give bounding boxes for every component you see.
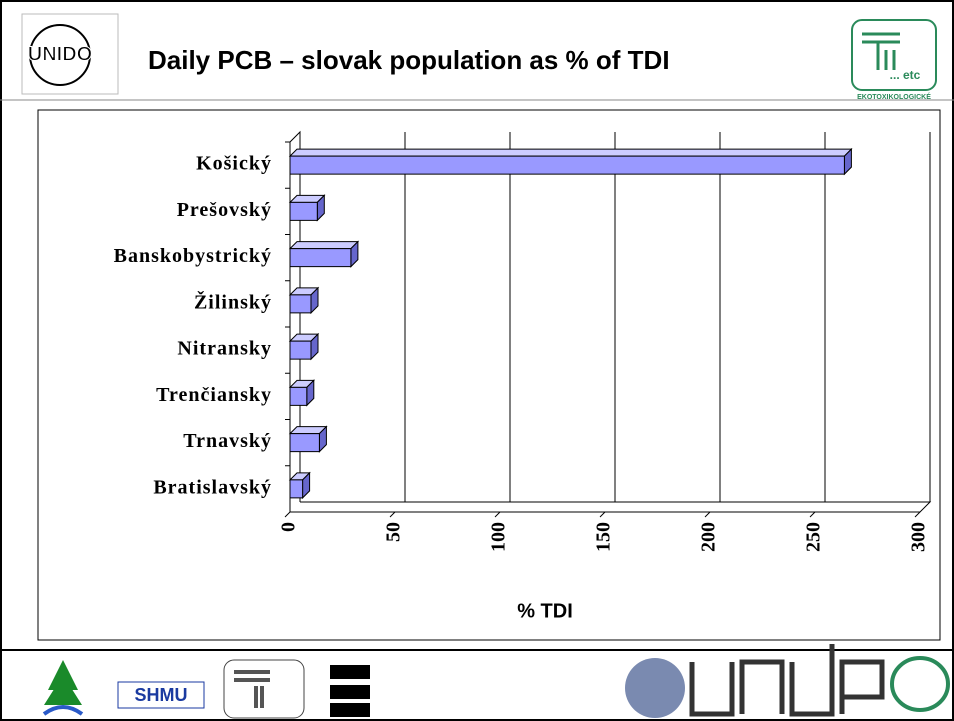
bar-front (289, 201, 318, 221)
un-logo (625, 658, 685, 718)
x-tick-label: 250 (803, 522, 825, 552)
shmu-text: SHMU (135, 685, 188, 705)
y-tick-label: Bratislavský (153, 476, 272, 498)
y-tick-label: Košický (196, 153, 272, 175)
x-tick (284, 511, 291, 518)
x-tick-label: 50 (383, 522, 405, 542)
bar-front (289, 479, 304, 499)
bar (288, 471, 311, 500)
bar (288, 425, 328, 453)
etc-logo: ... etc EKOTOXIKOLOGICKÉ (851, 19, 937, 101)
logo-text: ... etc (890, 68, 921, 82)
bar (288, 240, 360, 268)
x-tick (914, 511, 921, 518)
bar-top (288, 148, 853, 157)
bar (288, 147, 853, 176)
x-axis-title: % TDI (517, 600, 573, 622)
bar-front (289, 294, 312, 314)
logo-text: UNIDO (28, 43, 92, 65)
x-tick-label: 150 (593, 522, 615, 552)
y-tick-label: Prešovský (177, 199, 272, 221)
etc-lines (234, 670, 270, 708)
x-tick-label: 0 (278, 522, 300, 532)
y-tick-label: Žilinský (194, 289, 272, 313)
y-tick-label: Trenčiansky (156, 384, 272, 406)
bar-front (289, 248, 352, 268)
logo-lines (862, 32, 900, 70)
undp-logo (689, 644, 885, 717)
bar-front (289, 155, 845, 175)
bar-front (289, 340, 312, 360)
logo-globe (29, 24, 91, 86)
x-tick-label: 200 (698, 522, 720, 552)
bar (288, 379, 316, 407)
bar-top (288, 241, 360, 250)
bar (288, 194, 326, 222)
bar (288, 332, 320, 361)
x-tick (809, 511, 816, 518)
footer-logos: SHMU (42, 644, 950, 719)
y-tick-label: Banskobystrický (114, 245, 272, 267)
y-tick-label: Trnavský (183, 430, 272, 452)
wave (42, 705, 84, 716)
x-tick (704, 511, 711, 518)
bar (288, 286, 320, 315)
shmu-box (117, 681, 205, 709)
plot: 0 50 100 150 200 250 300 Košický Prešovský Bansko… (114, 130, 932, 552)
unido-logo: UNIDO (21, 13, 119, 95)
y-tick-label: Nitransky (177, 338, 272, 360)
x-tick-label: 100 (488, 522, 510, 552)
bar-front (289, 433, 320, 453)
x-tick (494, 511, 501, 518)
tree-logo (44, 660, 82, 705)
gef-logo (890, 656, 950, 712)
sazp-logo (330, 665, 370, 717)
chart-area (37, 109, 941, 641)
x-tick (389, 511, 396, 518)
chart-title: Daily PCB – slovak population as % of TD… (148, 45, 670, 75)
x-tick-label: 300 (908, 522, 930, 552)
x-tick (599, 511, 606, 518)
logo-caption: EKOTOXIKOLOGICKÉ (857, 92, 931, 101)
bar-front (289, 386, 308, 406)
